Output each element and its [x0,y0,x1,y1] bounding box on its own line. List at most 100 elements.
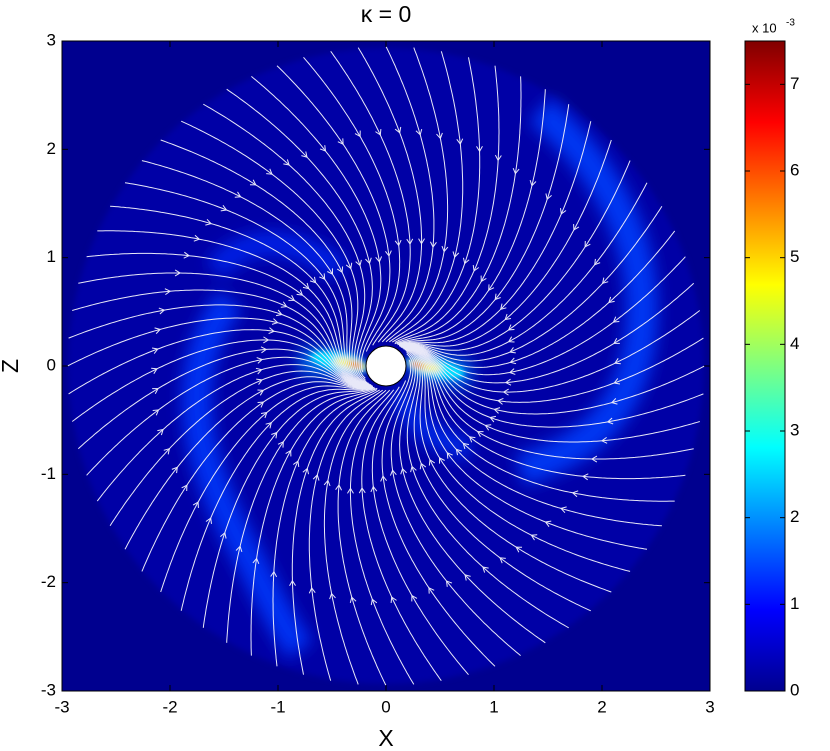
streamline [303,56,401,352]
stream-arrow [544,520,552,527]
stream-arrow [429,241,437,248]
stream-arrow [411,594,418,602]
stream-arrow [584,240,591,248]
streamline [399,351,546,644]
stream-arrow [385,250,392,257]
stream-arrow [502,388,509,396]
stream-arrow [476,145,483,153]
x-tick-label: 0 [381,697,390,716]
stream-arrow [438,456,445,464]
stream-arrow [151,367,158,374]
x-tick-label: -2 [162,697,177,716]
stream-arrow [220,205,228,212]
stream-arrow [452,251,460,258]
y-tick-label: 1 [47,247,56,266]
streamline [400,345,704,428]
streamline [141,160,368,385]
streamline [396,89,546,345]
streamline [330,51,411,346]
streamline [68,304,372,387]
stream-arrow [370,485,378,493]
stream-arrow [610,398,618,405]
streamline [394,65,500,343]
colorbar-tick-label: 6 [790,160,799,179]
streamline [109,370,372,527]
stream-arrow [275,309,283,317]
streamline [124,376,373,550]
stream-arrow [612,316,620,323]
stream-arrow [515,546,523,553]
stream-arrow [509,357,517,365]
streamline [397,121,592,346]
stream-arrow [296,289,304,296]
streamline [202,387,374,628]
stream-arrow [573,224,580,231]
streamline [400,346,675,502]
streamlines [67,46,705,686]
stream-arrow [445,580,453,587]
stream-arrow [410,465,417,473]
stream-arrow [302,282,310,290]
streamline [96,364,373,502]
stream-arrow [530,534,538,541]
stream-arrow [484,424,492,431]
stream-arrow [365,257,372,265]
stream-arrow [174,269,182,277]
stream-arrow [319,145,327,152]
streamline [361,386,442,681]
stream-arrow [582,473,589,481]
stream-arrow [613,338,620,344]
stream-arrow [436,132,443,140]
colorbar-multiplier: x 10 [752,20,777,35]
stream-arrow [327,268,334,276]
streamline [276,65,391,373]
stream-arrow [345,262,353,270]
stream-arrow [375,256,383,263]
y-tick-label: -3 [41,680,56,699]
streamline [141,381,372,572]
streamline [357,47,423,343]
stream-arrow [234,191,242,198]
stream-arrow [285,449,292,457]
stream-arrow [608,296,615,304]
stream-arrow [480,275,487,283]
streamline [381,46,435,343]
streamline [381,359,496,667]
streamline [402,347,662,527]
colorbar-tick-label: 0 [790,680,799,699]
streamline [291,389,380,675]
streamline [349,389,415,685]
stream-arrow [468,436,476,443]
stream-arrow [614,358,621,365]
stream-arrow [462,442,470,450]
stream-arrow [494,154,502,162]
stream-arrow [263,336,270,344]
stream-arrow [157,428,164,436]
streamline [401,346,686,480]
stream-arrow [358,487,366,494]
stream-arrow [394,126,402,134]
y-tick-label: 0 [47,355,56,374]
colorbar [744,40,786,692]
stream-arrow [288,294,296,301]
streamline [68,329,373,395]
streamline [402,346,694,460]
stream-arrow [152,388,159,394]
streamline [401,345,705,415]
stream-arrow [389,469,397,476]
stream-arrow [380,475,387,482]
stream-arrow [256,378,263,385]
streamline [400,205,663,362]
plot-area [62,41,710,691]
stream-arrow [193,234,201,242]
stream-arrow [415,128,423,136]
stream-arrow [504,378,512,386]
stream-arrow [571,490,579,498]
stream-arrow [559,208,567,215]
stream-arrow [271,431,278,439]
streamline [400,310,701,393]
x-tick-label: 1 [489,697,498,716]
stream-arrow [601,277,609,285]
stream-arrow [347,487,354,494]
